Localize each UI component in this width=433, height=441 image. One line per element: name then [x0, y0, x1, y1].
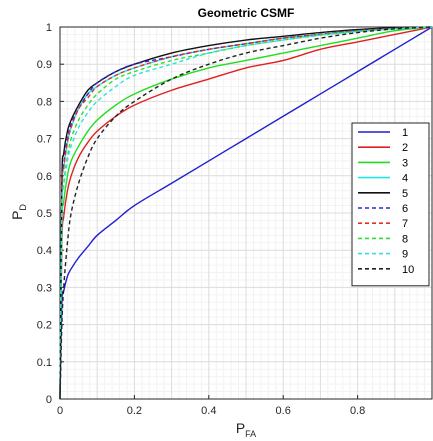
x-axis-label-sub: FA [245, 429, 256, 439]
legend-entry-label: 3 [402, 157, 408, 169]
y-axis-label-sub: D [18, 204, 28, 211]
legend-entry-label: 8 [402, 233, 408, 245]
y-tick-label: 0.9 [37, 59, 52, 71]
legend-entry-label: 7 [402, 218, 408, 230]
x-axis-label-main: P [236, 420, 245, 436]
y-tick-label: 1 [46, 22, 52, 34]
x-tick-label: 0 [57, 405, 63, 417]
y-tick-label: 0.2 [37, 320, 52, 332]
x-tick-label: 0.2 [127, 405, 142, 417]
y-tick-label: 0.5 [37, 208, 52, 220]
legend: 1 2 3 4 5 6 7 8 9 10 [351, 122, 430, 287]
y-tick-label: 0.8 [37, 96, 52, 108]
legend-entry-label: 9 [402, 249, 408, 261]
y-tick-label: 0.3 [37, 282, 52, 294]
legend-entry-label: 10 [402, 264, 414, 276]
y-tick-label: 0.4 [37, 245, 52, 257]
legend-entry-label: 5 [402, 188, 408, 200]
x-tick-label: 0.6 [276, 405, 291, 417]
x-tick-label: 0.4 [201, 405, 216, 417]
y-tick-label: 0 [46, 394, 52, 406]
series-line-9 [59, 26, 433, 400]
series-line-10 [59, 26, 433, 400]
y-axis-label: PD [9, 204, 28, 220]
legend-box [351, 122, 430, 287]
series-line-3 [59, 26, 433, 400]
series-line-2 [59, 26, 433, 400]
y-axis-label-main: P [9, 211, 25, 220]
y-tick-label: 0.7 [37, 134, 52, 146]
x-axis-label: PFA [236, 420, 256, 439]
series-line-7 [59, 26, 433, 400]
axis-ticks: 0 0.2 0.4 0.6 0.8 0 0.1 0.2 0.3 0.4 0.5 0.6 0.7 0.8 0.… [37, 22, 366, 417]
series-lines [59, 26, 433, 400]
y-tick-label: 0.1 [37, 357, 52, 369]
legend-entry-label: 1 [402, 127, 408, 139]
chart-title: Geometric CSMF [198, 6, 295, 20]
legend-entry-label: 2 [402, 142, 408, 154]
legend-entry-label: 6 [402, 203, 408, 215]
legend-entry-label: 4 [402, 173, 408, 185]
x-tick-label: 0.8 [350, 405, 365, 417]
series-line-1 [59, 26, 433, 400]
y-tick-label: 0.6 [37, 171, 52, 183]
